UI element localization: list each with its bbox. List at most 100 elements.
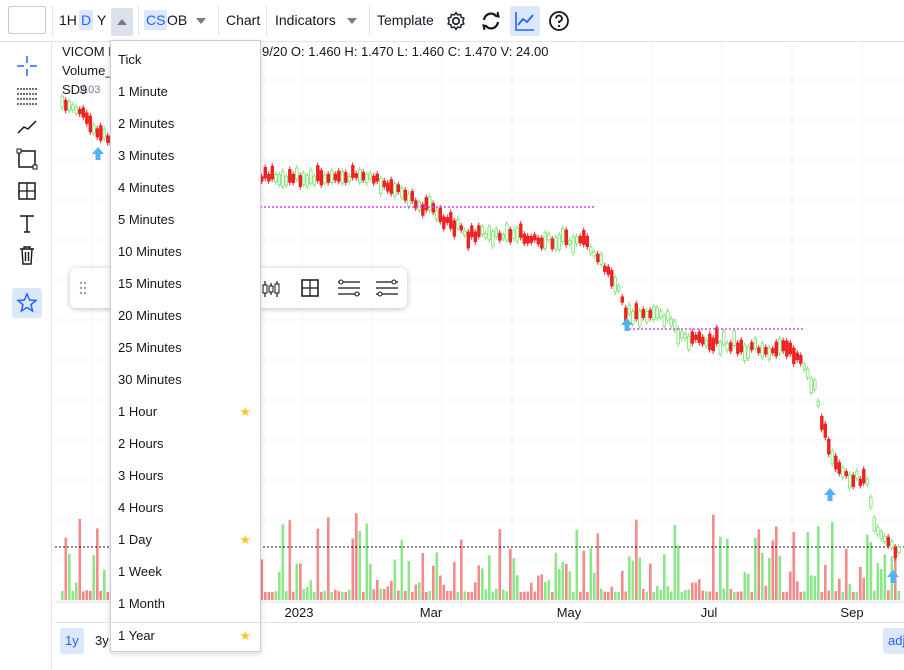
toolbar-divider (369, 6, 370, 36)
chart-type-button[interactable] (510, 6, 540, 36)
volume-bar (274, 591, 278, 600)
interval-d-button[interactable]: D (79, 10, 94, 30)
interval-menu-item[interactable]: 4 Minutes (111, 172, 260, 204)
candle-body (74, 106, 78, 114)
volume-bar (540, 574, 544, 600)
interval-menu-item[interactable]: 10 Minutes (111, 236, 260, 268)
candle-body (704, 339, 708, 347)
interval-menu-item[interactable]: 1 Hour ★ (111, 396, 260, 428)
interval-menu-item[interactable]: 4 Hours (111, 492, 260, 524)
refresh-icon[interactable] (480, 10, 502, 32)
interval-menu-item[interactable]: 2 Minutes (111, 108, 260, 140)
candle-body (403, 189, 407, 201)
candle-body (855, 470, 859, 479)
candle-body (81, 107, 85, 118)
chart-button[interactable]: Chart (226, 12, 261, 28)
chevron-down-icon[interactable] (347, 18, 357, 24)
range-1y-button[interactable]: 1y (60, 628, 84, 654)
interval-menu-item[interactable]: 15 Minutes (111, 268, 260, 300)
trend-line-icon[interactable] (16, 116, 38, 138)
candle-body (610, 270, 614, 287)
measure-tool-icon[interactable] (299, 277, 321, 299)
candle-body (680, 331, 684, 339)
chevron-down-icon[interactable] (196, 18, 206, 24)
gear-icon[interactable] (445, 10, 467, 32)
interval-menu-toggle[interactable] (111, 8, 133, 36)
volume-bar (789, 571, 792, 600)
candle-body (361, 171, 365, 181)
interval-menu-item[interactable]: 30 Minutes (111, 364, 260, 396)
candle-body (428, 196, 432, 211)
interval-1h-button[interactable]: 1H (59, 12, 77, 28)
interval-menu-item[interactable]: 1 Year ★ (111, 620, 260, 652)
candle-body (788, 342, 792, 355)
volume-bar (813, 576, 817, 600)
text-tool-icon[interactable] (16, 212, 38, 234)
volume-bar (880, 568, 883, 600)
candle-body (319, 170, 323, 186)
legend-ohlc: 9/20 O: 1.460 H: 1.470 L: 1.460 C: 1.470… (262, 44, 549, 59)
volume-bar (533, 591, 537, 600)
volume-bar (845, 548, 848, 600)
candlestick-icon[interactable] (260, 278, 282, 300)
horizontal-lines-icon[interactable] (16, 85, 38, 107)
volume-bar (484, 589, 488, 600)
measure-icon[interactable] (16, 180, 38, 202)
legend-sd: SD9 (62, 82, 88, 97)
volume-bar (523, 591, 526, 600)
candle-body (305, 175, 309, 187)
volume-bar (712, 514, 715, 600)
interval-menu-item[interactable]: 1 Minute (111, 76, 260, 108)
interval-menu-item-label: Tick (118, 52, 142, 67)
fib-retracement-icon[interactable] (337, 277, 361, 299)
indicators-button[interactable]: Indicators (275, 12, 336, 28)
candle-body (316, 165, 320, 182)
interval-menu-item[interactable]: 3 Hours (111, 460, 260, 492)
trash-icon[interactable] (16, 244, 38, 266)
candle-body (526, 235, 530, 244)
chart-style-ob-button[interactable]: OB (167, 12, 188, 28)
volume-bar (705, 591, 708, 600)
candle-body (295, 167, 299, 180)
adjusted-toggle-button[interactable]: adj (883, 628, 904, 654)
candle-body (767, 347, 771, 360)
interval-y-button[interactable]: Y (97, 12, 107, 28)
chart-style-cs-button[interactable]: CS (144, 10, 168, 30)
favorite-star-icon[interactable]: ★ (239, 628, 251, 643)
volume-bar (624, 591, 628, 600)
candle-body (407, 193, 411, 207)
symbol-search-input[interactable] (8, 6, 46, 34)
favorites-button[interactable] (12, 288, 42, 318)
volume-bar (544, 581, 547, 600)
volume-bar (666, 585, 670, 600)
candle-body (771, 348, 775, 354)
volume-bar (582, 550, 586, 600)
candle-body (561, 228, 565, 242)
interval-menu-item[interactable]: 1 Day ★ (111, 524, 260, 556)
favorite-star-icon[interactable]: ★ (239, 532, 251, 547)
help-icon[interactable] (548, 10, 570, 32)
range-3y-button[interactable]: 3y (95, 633, 109, 648)
favorite-star-icon[interactable]: ★ (239, 404, 251, 419)
candle-body (652, 306, 656, 320)
volume-bar (551, 591, 554, 600)
interval-menu-item-label: 3 Hours (118, 468, 164, 483)
interval-menu-item[interactable]: 20 Minutes (111, 300, 260, 332)
interval-menu-item[interactable]: 3 Minutes (111, 140, 260, 172)
interval-menu-item-label: 1 Month (118, 596, 165, 611)
drag-handle-icon[interactable] (78, 280, 88, 296)
interval-menu-item[interactable]: 25 Minutes (111, 332, 260, 364)
interval-menu-item[interactable]: Tick (111, 44, 260, 76)
rectangle-icon[interactable] (16, 148, 38, 170)
template-button[interactable]: Template (377, 12, 434, 28)
crosshair-icon[interactable] (16, 55, 38, 77)
interval-menu-item[interactable]: 5 Minutes (111, 204, 260, 236)
interval-menu-item[interactable]: 2 Hours (111, 428, 260, 460)
volume-bar (740, 591, 743, 600)
interval-menu-item[interactable]: 1 Month (111, 588, 260, 620)
volume-bar (337, 591, 341, 600)
parallel-channel-icon[interactable] (375, 277, 399, 299)
interval-menu-item[interactable]: 1 Week (111, 556, 260, 588)
volume-bar (778, 555, 782, 600)
candle-body (806, 368, 810, 378)
